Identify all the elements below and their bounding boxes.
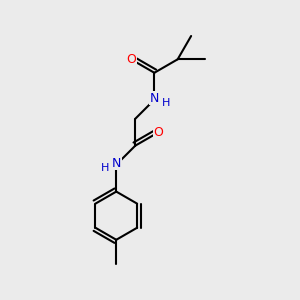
Text: N: N — [112, 157, 121, 170]
Text: H: H — [101, 163, 109, 173]
Text: H: H — [162, 98, 170, 108]
Text: O: O — [154, 126, 164, 139]
Text: O: O — [126, 53, 136, 66]
Text: N: N — [150, 92, 159, 105]
